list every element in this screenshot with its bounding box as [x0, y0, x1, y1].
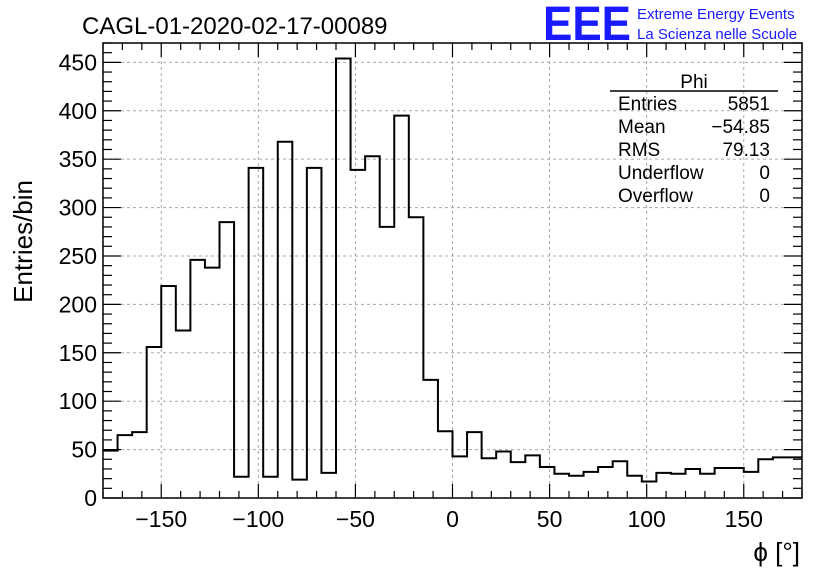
- stats-title: Phi: [680, 72, 707, 93]
- y-tick-label: 200: [59, 291, 97, 317]
- y-axis-label: Entries/bin: [8, 180, 38, 303]
- y-tick-label: 50: [71, 437, 97, 463]
- x-tick-label: 150: [725, 506, 763, 532]
- chart-title: CAGL-01-2020-02-17-00089: [82, 13, 388, 40]
- y-tick-label: 250: [59, 243, 97, 269]
- y-tick-label: 350: [59, 146, 97, 172]
- y-tick-label: 300: [59, 195, 97, 221]
- logo-line-2: La Scienza nelle Scuole: [637, 26, 797, 43]
- x-axis-label: ϕ [°]: [753, 537, 800, 567]
- x-tick-label: −100: [232, 506, 284, 532]
- stats-label: Mean: [618, 117, 666, 138]
- y-tick-label: 0: [84, 485, 97, 511]
- stats-value: 0: [759, 163, 770, 184]
- y-tick-label: 150: [59, 340, 97, 366]
- stats-value: −54.85: [711, 117, 770, 138]
- stats-label: Overflow: [618, 186, 693, 207]
- y-tick-label: 100: [59, 388, 97, 414]
- stats-value: 0: [759, 186, 770, 207]
- logo-line-1: Extreme Energy Events: [637, 6, 795, 23]
- stats-box: Phi Entries 5851 Mean −54.85 RMS 79.13 Underfl…: [610, 72, 778, 207]
- x-tick-label: −150: [135, 506, 187, 532]
- logo-mark: EEE: [543, 0, 631, 51]
- stats-value: 5851: [728, 94, 770, 115]
- grid-lines: [103, 43, 802, 498]
- stats-label: Entries: [618, 94, 677, 115]
- y-tick-label: 400: [59, 98, 97, 124]
- histogram-series: [103, 57, 802, 483]
- tick-labels: −150 −100 −50 0 50 100 150 0 50 100 150 200 250 300 35…: [59, 49, 763, 532]
- stats-value: 79.13: [722, 140, 770, 161]
- x-tick-label: −50: [336, 506, 375, 532]
- x-tick-label: 50: [537, 506, 563, 532]
- x-tick-label: 100: [627, 506, 665, 532]
- histogram-line: [103, 57, 802, 483]
- stats-label: Underflow: [618, 163, 704, 184]
- stats-label: RMS: [618, 140, 660, 161]
- x-tick-label: 0: [446, 506, 459, 532]
- axis-ticks: [102, 42, 803, 499]
- y-tick-label: 450: [59, 49, 97, 75]
- eee-logo: EEE Extreme Energy Events La Scienza nel…: [543, 0, 797, 51]
